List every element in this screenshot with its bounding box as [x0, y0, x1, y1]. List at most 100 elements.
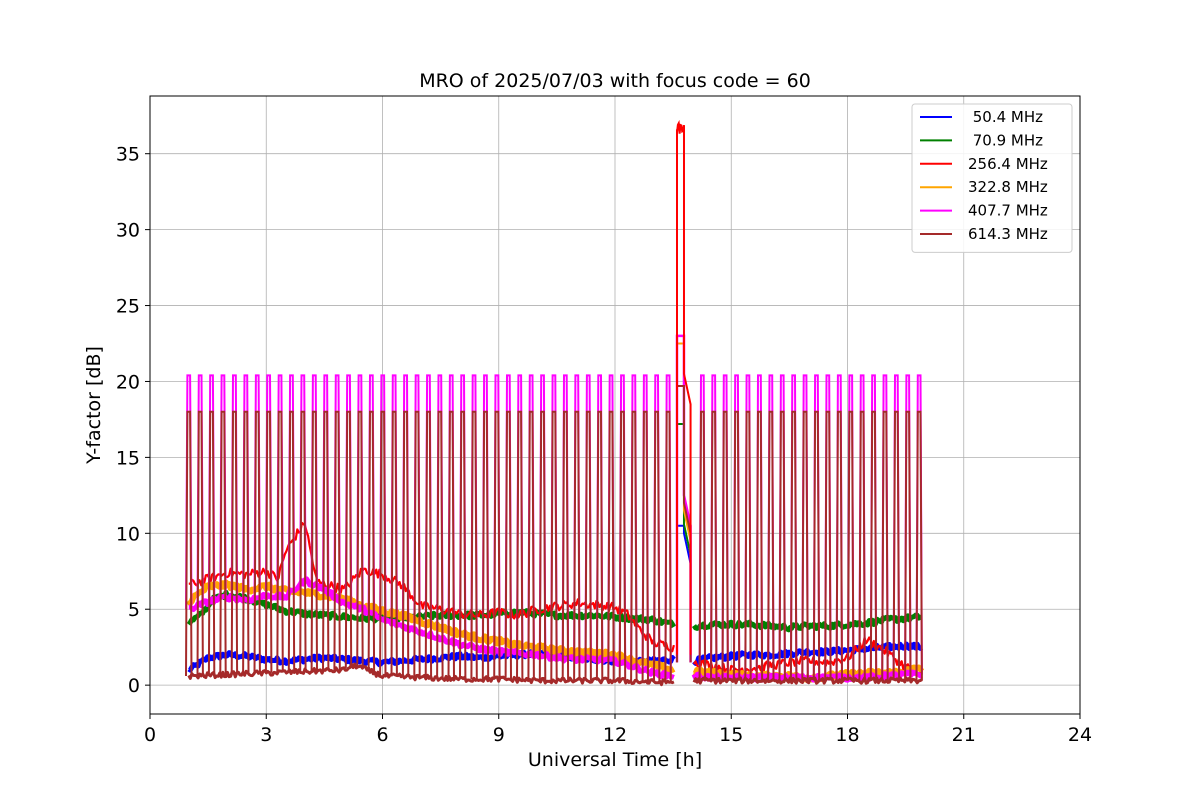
calibration-spike	[641, 410, 649, 682]
calibration-spike	[618, 410, 627, 681]
calibration-spike	[287, 410, 296, 673]
calibration-spike	[835, 410, 843, 681]
calibration-spike	[527, 410, 535, 681]
calibration-spike	[573, 410, 581, 681]
calibration-spike	[276, 410, 284, 673]
x-axis: 0 3 6 9 12 15 18 21 24	[144, 714, 1092, 746]
series-path	[187, 662, 923, 687]
y-tick-label: 30	[116, 220, 140, 242]
calibration-spike	[881, 410, 889, 681]
y-tick-label: 25	[116, 296, 140, 318]
calibration-spike	[413, 410, 421, 678]
calibration-spike	[538, 410, 547, 681]
legend-label: 50.4 MHz	[968, 108, 1043, 126]
y-axis-label: Y-factor [dB]	[83, 346, 105, 465]
legend-label: 322.8 MHz	[968, 178, 1048, 196]
calibration-spike	[550, 410, 558, 681]
x-tick-label: 12	[603, 724, 627, 746]
y-tick-label: 5	[128, 599, 140, 621]
x-tick-label: 0	[144, 724, 156, 746]
calibration-spike	[698, 410, 707, 681]
calibration-spike	[470, 410, 478, 680]
x-tick-label: 24	[1068, 724, 1092, 746]
gap-event	[675, 119, 692, 663]
calibration-spike	[789, 410, 798, 681]
calibration-spike	[630, 410, 638, 682]
calibration-spike	[333, 410, 341, 671]
x-tick-label: 6	[376, 724, 388, 746]
calibration-spike	[584, 410, 592, 681]
calibration-spike	[915, 410, 923, 681]
calibration-spike	[516, 410, 524, 680]
calibration-spike	[344, 410, 353, 669]
calibration-spike	[219, 410, 227, 675]
series-line	[185, 410, 923, 687]
calibration-spike	[230, 410, 239, 675]
calibration-spike	[185, 410, 193, 677]
calibration-spike	[847, 410, 855, 681]
calibration-spike	[310, 410, 318, 672]
legend-label: 614.3 MHz	[968, 225, 1048, 243]
calibration-spike	[504, 410, 512, 680]
calibration-spike	[595, 410, 604, 681]
legend-item: 614.3 MHz	[920, 225, 1048, 243]
calibration-spike	[721, 410, 729, 681]
legend-item: 256.4 MHz	[920, 155, 1048, 173]
calibration-spike	[801, 410, 809, 681]
legend: 50.4 MHz 70.9 MHz 256.4 MHz 322.8 MHz 407.7…	[911, 103, 1073, 253]
calibration-spike	[869, 410, 878, 681]
legend-item: 50.4 MHz	[920, 108, 1043, 126]
calibration-spike	[207, 410, 216, 676]
calibration-spike	[892, 410, 901, 681]
calibration-spike	[196, 410, 204, 676]
calibration-spike	[264, 410, 273, 673]
calibration-spike	[481, 410, 490, 680]
calibration-spike	[744, 410, 752, 681]
calibration-spike	[390, 410, 398, 677]
calibration-spike	[367, 410, 376, 672]
x-tick-label: 9	[493, 724, 505, 746]
calibration-spike	[561, 410, 570, 681]
legend-label: 407.7 MHz	[968, 202, 1048, 220]
calibration-spike	[812, 410, 821, 681]
calibration-spike	[767, 410, 775, 681]
calibration-spike	[253, 410, 261, 674]
calibration-spike	[356, 410, 364, 668]
calibration-spike	[436, 410, 444, 679]
x-axis-label: Universal Time [h]	[528, 749, 702, 771]
calibration-spike	[447, 410, 455, 679]
y-tick-label: 0	[128, 675, 140, 697]
calibration-spike	[493, 410, 501, 680]
legend-item: 322.8 MHz	[920, 178, 1048, 196]
calibration-spike	[299, 410, 307, 672]
chart-title: MRO of 2025/07/03 with focus code = 60	[419, 70, 811, 92]
legend-item: 407.7 MHz	[920, 202, 1048, 220]
calibration-spike	[858, 410, 866, 681]
calibration-spike	[459, 410, 467, 680]
calibration-spike	[653, 410, 661, 683]
calibration-spike	[424, 410, 433, 678]
y-tick-label: 15	[116, 447, 140, 469]
y-tick-label: 10	[116, 523, 140, 545]
calibration-spike	[242, 410, 250, 674]
calibration-spike	[732, 410, 741, 681]
calibration-spike	[824, 410, 832, 681]
calibration-spike	[322, 410, 330, 671]
y-axis: 0 5 10 15 20 25 30 35	[116, 144, 150, 697]
x-tick-label: 21	[952, 724, 976, 746]
y-tick-label: 20	[116, 371, 140, 393]
calibration-spike	[379, 410, 387, 677]
calibration-spike	[710, 410, 718, 681]
legend-label: 256.4 MHz	[968, 155, 1048, 173]
calibration-spike	[607, 410, 615, 681]
gap-event-line	[676, 119, 692, 655]
calibration-spike	[755, 410, 764, 681]
y-tick-label: 35	[116, 144, 140, 166]
calibration-spike	[904, 410, 912, 681]
x-tick-label: 18	[835, 724, 859, 746]
calibration-spike	[664, 410, 672, 683]
x-tick-label: 3	[260, 724, 272, 746]
legend-label: 70.9 MHz	[968, 131, 1043, 149]
x-tick-label: 15	[719, 724, 743, 746]
